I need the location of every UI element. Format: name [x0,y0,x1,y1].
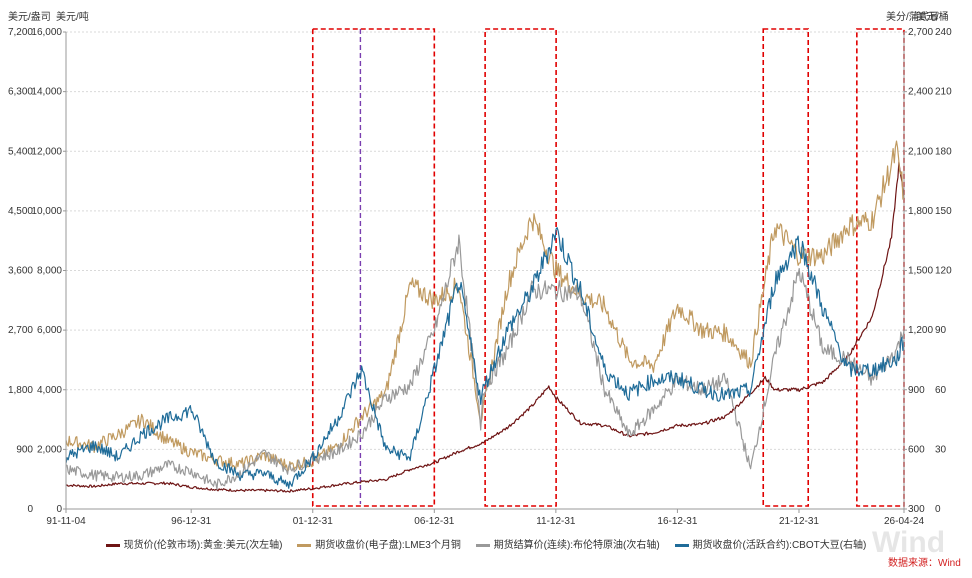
right-outer-tick-label: 1,500 [908,266,933,277]
left-inner-tick-label: 12,000 [31,146,62,157]
legend-swatch-copper [297,543,312,547]
right-inner-tick-label: 0 [935,504,941,515]
axes: 7,2006,3005,4004,5003,6002,7001,80090001… [8,27,952,527]
right-inner-tick-label: 240 [935,27,952,38]
data-source-note: 数据来源：Wind [888,558,961,569]
chart-legend: 现货价(伦敦市场):黄金:美元(次左轴) 期货收盘价(电子盘):LME3个月铜 … [0,536,972,551]
highlight-box [856,28,905,507]
x-tick-label: 21-12-31 [779,516,819,527]
left-outer-unit-label: 美元/盎司 [8,10,51,23]
x-tick-label: 91-11-04 [46,516,86,527]
legend-item-copper: 期货收盘价(电子盘):LME3个月铜 [297,536,461,551]
right-outer-tick-label: 300 [908,504,925,515]
right-inner-tick-label: 30 [935,444,947,455]
right-inner-tick-label: 60 [935,385,947,396]
left-outer-tick-label: 900 [16,444,33,455]
grid-lines [66,31,904,510]
legend-swatch-soybean [674,543,689,547]
legend-item-brent: 期货结算价(连续):布伦特原油(次右轴) [475,536,660,551]
x-tick-label: 26-04-24 [884,516,924,527]
left-inner-unit-label: 美元/吨 [56,10,89,23]
left-inner-tick-label: 2,000 [37,444,62,455]
x-tick-label: 96-12-31 [171,516,211,527]
right-outer-tick-label: 2,400 [908,87,933,98]
right-inner-tick-label: 210 [935,87,952,98]
left-outer-tick-label: 0 [27,504,33,515]
right-outer-tick-label: 2,100 [908,146,933,157]
right-inner-unit-label: 美元/桶 [916,10,949,23]
series-line-soybean [65,227,905,489]
highlight-boxes [311,28,905,507]
series-line-brent [65,234,905,490]
left-outer-tick-label: 4,500 [8,206,33,217]
legend-label-gold: 现货价(伦敦市场):黄金:美元(次左轴) [123,540,283,551]
left-inner-tick-label: 6,000 [37,325,62,336]
left-inner-tick-label: 14,000 [31,87,62,98]
series-line-gold [65,161,905,493]
right-outer-tick-label: 2,700 [908,27,933,38]
legend-label-copper: 期货收盘价(电子盘):LME3个月铜 [315,540,461,551]
left-inner-tick-label: 10,000 [31,206,62,217]
left-inner-tick-label: 0 [56,504,62,515]
legend-label-brent: 期货结算价(连续):布伦特原油(次右轴) [493,540,660,551]
left-outer-tick-label: 1,800 [8,385,33,396]
highlight-box [484,28,557,507]
right-outer-tick-label: 1,800 [908,206,933,217]
right-outer-tick-label: 900 [908,385,925,396]
right-inner-tick-label: 120 [935,266,952,277]
left-inner-tick-label: 4,000 [37,385,62,396]
left-inner-tick-label: 16,000 [31,27,62,38]
legend-swatch-gold [105,543,120,547]
left-outer-tick-label: 3,600 [8,266,33,277]
legend-item-gold: 现货价(伦敦市场):黄金:美元(次左轴) [105,536,283,551]
legend-label-soybean: 期货收盘价(活跃合约):CBOT大豆(右轴) [692,540,867,551]
right-outer-tick-label: 600 [908,444,925,455]
legend-swatch-brent [475,543,490,547]
right-outer-tick-label: 1,200 [908,325,933,336]
left-outer-tick-label: 6,300 [8,87,33,98]
x-tick-label: 06-12-31 [414,516,454,527]
left-inner-tick-label: 8,000 [37,266,62,277]
legend-item-soybean: 期货收盘价(活跃合约):CBOT大豆(右轴) [674,536,867,551]
left-outer-tick-label: 2,700 [8,325,33,336]
right-outer-unit-label: 美分/蒲式耳 [886,10,939,23]
series-lines [65,140,905,493]
highlight-box [762,28,810,507]
right-inner-tick-label: 180 [935,146,952,157]
right-inner-tick-label: 150 [935,206,952,217]
left-outer-tick-label: 5,400 [8,146,33,157]
left-outer-tick-label: 7,200 [8,27,33,38]
highlight-box [311,28,436,507]
right-inner-tick-label: 90 [935,325,947,336]
watermark-logo: Wind [872,526,946,559]
x-tick-label: 16-12-31 [657,516,697,527]
x-tick-label: 01-12-31 [293,516,333,527]
x-tick-label: 11-12-31 [536,516,576,527]
